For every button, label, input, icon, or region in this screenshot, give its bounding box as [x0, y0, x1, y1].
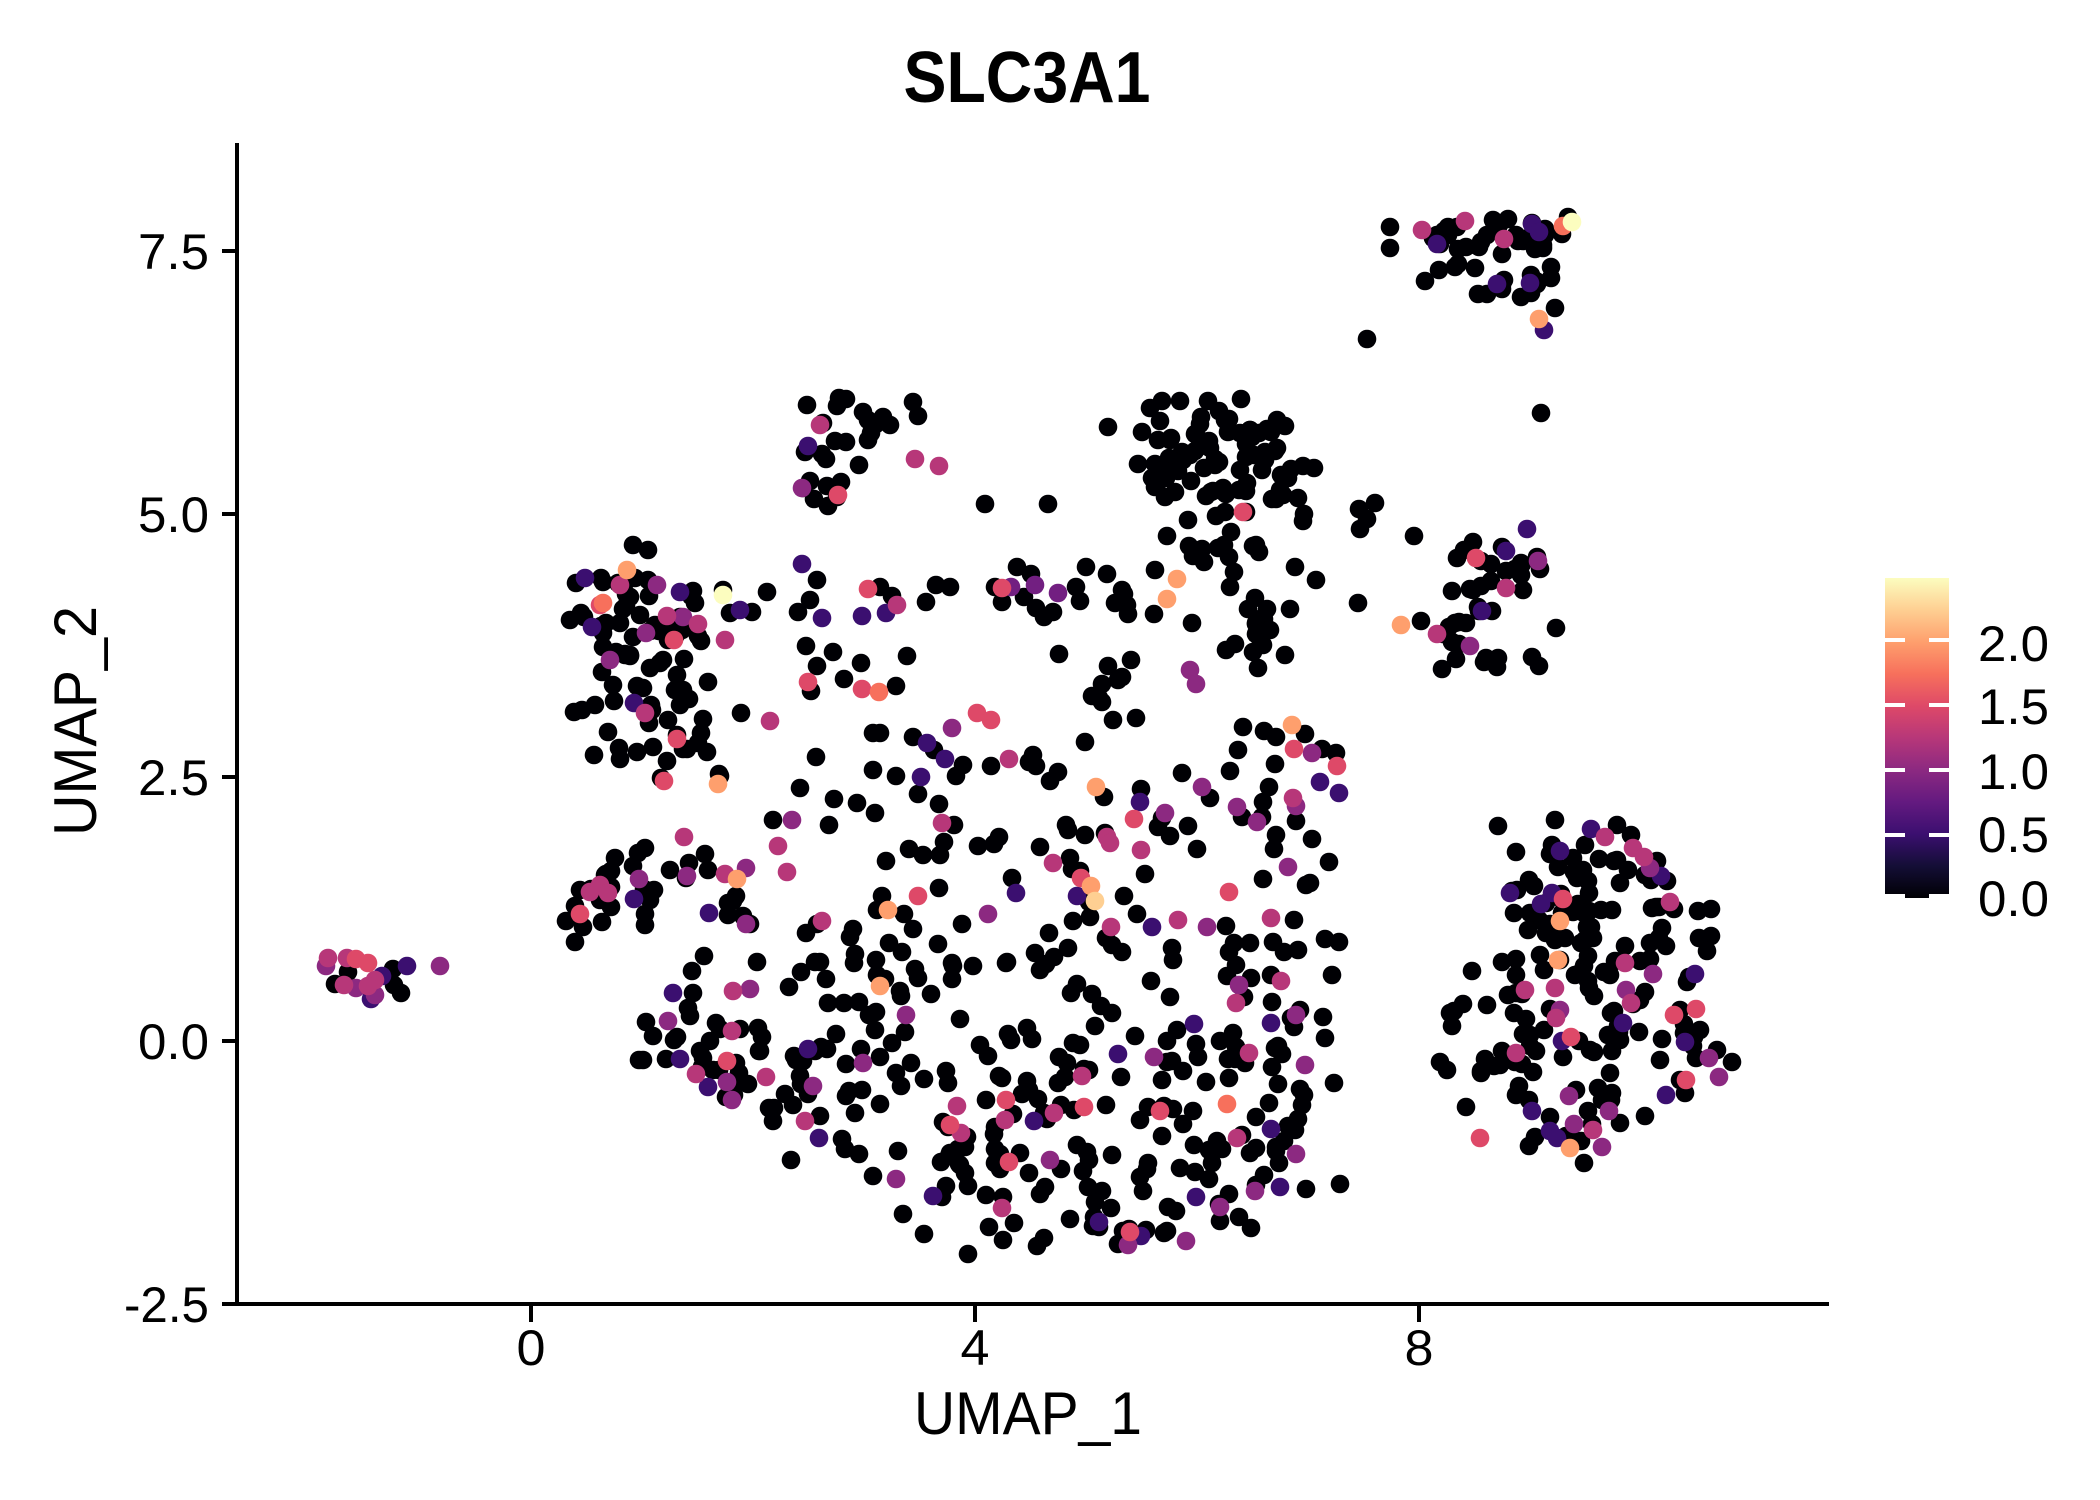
- svg-text:1.5: 1.5: [1978, 679, 2049, 735]
- svg-text:UMAP_1: UMAP_1: [914, 1380, 1142, 1447]
- svg-text:1.0: 1.0: [1978, 744, 2049, 800]
- svg-text:0.5: 0.5: [1978, 807, 2049, 863]
- svg-text:SLC3A1: SLC3A1: [904, 38, 1151, 118]
- svg-text:0.0: 0.0: [1978, 871, 2049, 927]
- svg-text:7.5: 7.5: [138, 224, 209, 280]
- svg-text:4: 4: [961, 1320, 990, 1376]
- svg-text:UMAP_2: UMAP_2: [42, 606, 109, 836]
- svg-text:-2.5: -2.5: [124, 1277, 209, 1333]
- svg-text:5.0: 5.0: [138, 487, 209, 543]
- svg-text:2.0: 2.0: [1978, 616, 2049, 672]
- svg-text:0.0: 0.0: [138, 1014, 209, 1070]
- svg-text:8: 8: [1405, 1320, 1434, 1376]
- svg-text:2.5: 2.5: [138, 750, 209, 806]
- svg-text:0: 0: [517, 1320, 546, 1376]
